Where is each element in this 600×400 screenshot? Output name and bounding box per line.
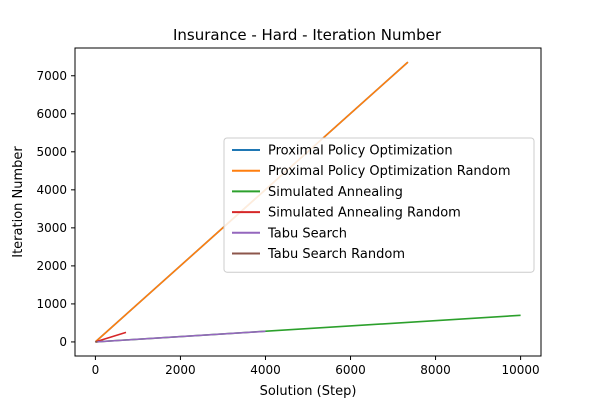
y-tick-label-3: 3000 (36, 221, 67, 235)
legend-label-0: Proximal Policy Optimization (268, 144, 453, 159)
legend-label-4: Tabu Search (267, 226, 347, 241)
plot-frame (74, 47, 542, 357)
y-tick-label-4: 4000 (36, 183, 67, 197)
series-line-3 (95, 331, 127, 343)
y-tick-label-5: 5000 (36, 145, 67, 159)
legend: Proximal Policy Optimization Proximal Pol… (223, 137, 535, 273)
series-line-4 (95, 330, 266, 343)
legend-label-1: Proximal Policy Optimization Random (268, 164, 511, 179)
y-tick-label-1: 1000 (36, 297, 67, 311)
legend-box (223, 137, 535, 273)
y-tick-label-7: 7000 (36, 69, 67, 83)
y-tick-label-2: 2000 (36, 259, 67, 273)
x-tick-label-2: 4000 (250, 363, 281, 377)
y-axis-label: Iteration Number (11, 146, 26, 258)
y-axis: 0 1000 2000 3000 4000 5000 6000 7000 (36, 69, 75, 349)
x-tick-label-5: 10000 (501, 363, 539, 377)
y-tick-label-0: 0 (59, 335, 67, 349)
x-axis-label: Solution (Step) (260, 384, 357, 399)
legend-label-3: Simulated Annealing Random (268, 206, 461, 221)
y-tick-label-6: 6000 (36, 107, 67, 121)
x-tick-label-4: 8000 (420, 363, 451, 377)
x-axis: 0 2000 4000 6000 8000 10000 (92, 356, 540, 377)
legend-label-2: Simulated Annealing (268, 185, 403, 200)
chart-title: Insurance - Hard - Iteration Number (173, 26, 442, 44)
x-tick-label-0: 0 (92, 363, 100, 377)
x-tick-label-1: 2000 (165, 363, 196, 377)
x-tick-label-3: 6000 (335, 363, 366, 377)
legend-label-5: Tabu Search Random (267, 247, 405, 262)
